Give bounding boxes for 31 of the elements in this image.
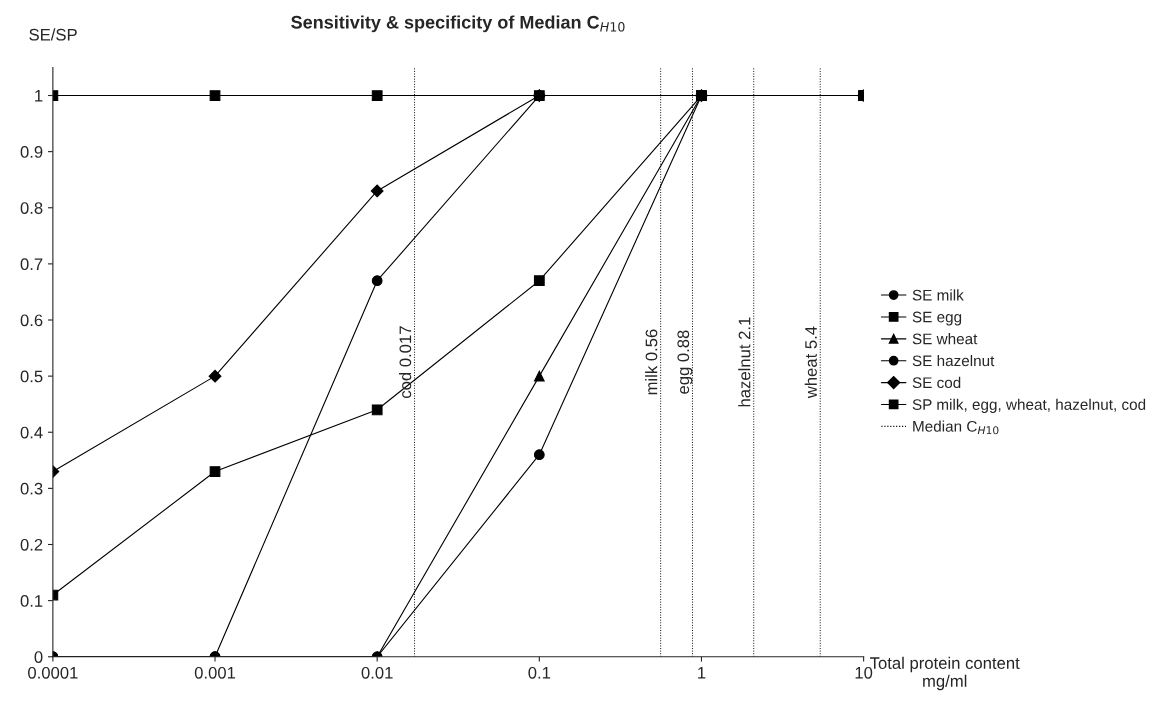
x-tick-label: 0.001	[194, 666, 236, 679]
y-tick-label: 0.4	[20, 426, 43, 439]
legend-label: SE cod	[912, 376, 961, 389]
legend-label: SE hazelnut	[912, 354, 995, 367]
y-tick-label: 0.1	[20, 595, 43, 607]
legend-label: SP milk, egg, wheat, hazelnut, cod	[912, 398, 1146, 413]
legend-label: SE egg	[912, 311, 962, 326]
y-tick-label: 0.6	[20, 314, 43, 327]
y-tick-label: 0	[34, 651, 43, 663]
x-tick-label: 0.0001	[28, 666, 78, 679]
legend-label: SE milk	[912, 289, 964, 301]
ref-line-label: milk 0.56	[645, 329, 658, 395]
x-tick-label: 0.01	[361, 666, 393, 679]
y-tick-label: 0.7	[20, 258, 43, 271]
ref-line-label: cod 0.017	[399, 326, 412, 398]
ref-line-label: hazelnut 2.1	[738, 317, 751, 407]
y-axis-title: SE/SP	[29, 28, 77, 41]
y-tick-label: 0.8	[20, 202, 43, 214]
y-tick-label: 0.9	[20, 146, 43, 158]
x-tick-label: 10	[855, 666, 873, 679]
y-tick-label: 0.2	[20, 538, 43, 551]
y-tick-label: 1	[35, 90, 43, 102]
y-tick-label: 0.5	[20, 370, 43, 383]
ref-line-label: egg 0.88	[677, 330, 693, 394]
ref-line-label: wheat 5.4	[804, 326, 817, 399]
text: Median C$_{H10}$	[913, 420, 999, 435]
chart-title: Sensitivity & specificity of Median C$_{H10}$	[291, 15, 625, 33]
y-tick-label: 0.3	[20, 482, 43, 495]
legend-label: SE wheat	[912, 333, 978, 345]
x-tick-label: 0.1	[528, 666, 551, 679]
x-tick-label: 1	[698, 667, 706, 679]
